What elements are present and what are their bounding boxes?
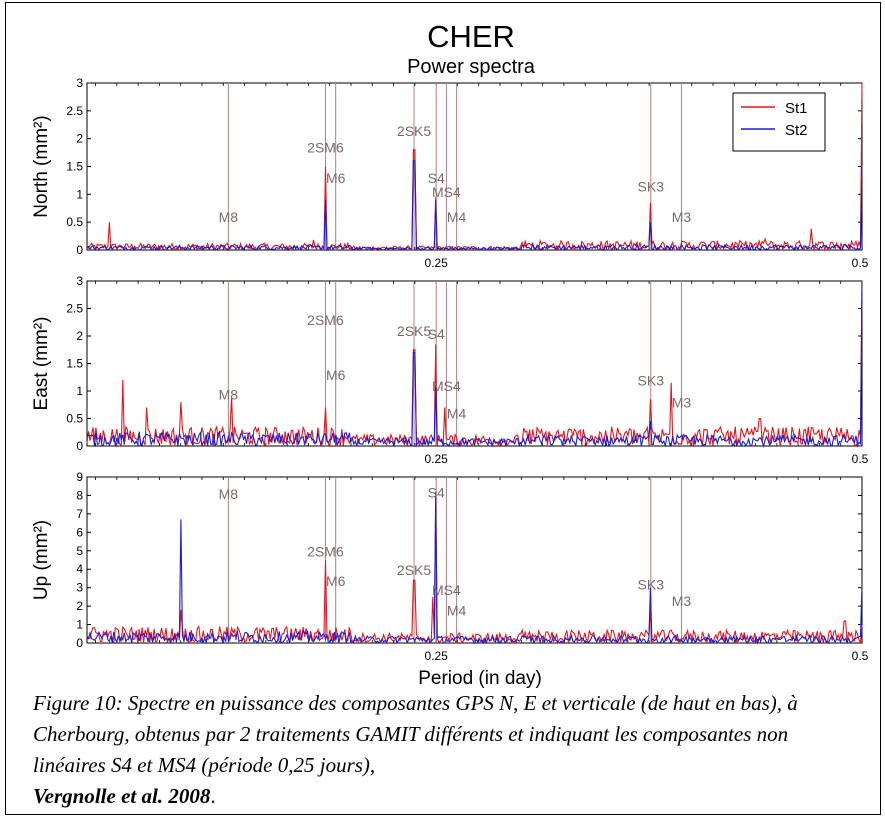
constituent-label-m4: M4 xyxy=(447,602,467,618)
y-tick-label: 1.5 xyxy=(66,160,83,174)
constituent-label-m3: M3 xyxy=(672,593,692,609)
y-tick-label: 0.5 xyxy=(66,412,83,426)
y-tick-label: 1.5 xyxy=(66,357,83,371)
y-tick-label: 0.5 xyxy=(66,215,83,229)
constituent-label-m6: M6 xyxy=(326,573,346,589)
panels-group: 0 0.5 1 1.5 2 2.5 3 0.25 0.5 North (mm²) M8 2SM6 M6 2… xyxy=(31,76,869,663)
series-line-st2 xyxy=(86,491,863,645)
y-tick-label: 0 xyxy=(76,636,83,650)
y-tick-label: 5 xyxy=(76,544,83,558)
constituent-label-m4: M4 xyxy=(447,406,467,422)
x-tick-label: 0.5 xyxy=(852,649,869,663)
constituent-label-2sk5: 2SK5 xyxy=(397,123,431,139)
y-tick-label: 3 xyxy=(76,274,83,288)
caption-body: Figure 10: Spectre en puissance des comp… xyxy=(33,691,798,777)
constituent-label-sk3: SK3 xyxy=(638,179,665,195)
y-tick-label: 3 xyxy=(76,76,83,90)
constituent-label-ms4: MS4 xyxy=(432,184,461,200)
legend-label-st2: St2 xyxy=(785,122,808,139)
series-line-st1 xyxy=(86,82,863,252)
constituent-label-ms4: MS4 xyxy=(432,582,461,598)
constituent-label-s4: S4 xyxy=(428,326,445,342)
y-tick-label: 0 xyxy=(76,439,83,453)
y-tick-label: 4 xyxy=(76,562,83,576)
constituent-label-m4: M4 xyxy=(447,209,467,225)
figure-frame xyxy=(5,2,881,815)
chart-title: CHER xyxy=(427,19,515,54)
constituent-label-s4: S4 xyxy=(428,484,445,500)
series-line-st2 xyxy=(86,280,863,448)
y-tick-label: 3 xyxy=(76,581,83,595)
constituent-label-s4: S4 xyxy=(428,170,445,186)
y-tick-label: 8 xyxy=(76,488,83,502)
x-tick-label: 0.25 xyxy=(424,452,448,466)
constituent-label-2sk5: 2SK5 xyxy=(397,323,431,339)
constituent-label-m8: M8 xyxy=(219,486,239,502)
figure-caption: Figure 10: Spectre en puissance des comp… xyxy=(33,688,863,812)
y-tick-label: 9 xyxy=(76,470,83,484)
constituent-label-m6: M6 xyxy=(326,367,346,383)
chart-subtitle: Power spectra xyxy=(407,56,536,78)
y-tick-label: 2 xyxy=(76,132,83,146)
constituent-label-2sm6: 2SM6 xyxy=(307,543,344,559)
panel-frame xyxy=(86,280,863,447)
x-axis-label: Period (in day) xyxy=(418,668,542,689)
y-tick-label: 2.5 xyxy=(66,302,83,316)
series-line-st2 xyxy=(86,160,863,252)
y-tick-label: 0 xyxy=(76,243,83,257)
y-axis-label: East (mm²) xyxy=(31,317,52,411)
y-axis-label: Up (mm²) xyxy=(31,520,52,600)
series-line-st1 xyxy=(86,499,863,645)
chart-svg: CHER Power spectra 0 0.5 1 1.5 2 2.5 3 0.25 0.5 N… xyxy=(31,19,869,689)
y-axis-label: North (mm²) xyxy=(31,115,52,217)
constituent-label-m8: M8 xyxy=(219,386,239,402)
constituent-label-sk3: SK3 xyxy=(638,373,665,389)
constituent-label-m6: M6 xyxy=(326,170,346,186)
y-tick-label: 2.5 xyxy=(66,104,83,118)
constituent-label-sk3: SK3 xyxy=(638,577,665,593)
legend-label-st1: St1 xyxy=(785,100,808,117)
x-tick-label: 0.5 xyxy=(852,452,869,466)
constituent-label-2sm6: 2SM6 xyxy=(307,312,344,328)
y-tick-label: 1 xyxy=(76,384,83,398)
legend-box xyxy=(732,92,826,152)
constituent-label-2sm6: 2SM6 xyxy=(307,140,344,156)
y-tick-label: 1 xyxy=(76,187,83,201)
y-tick-label: 6 xyxy=(76,525,83,539)
constituent-label-2sk5: 2SK5 xyxy=(397,562,431,578)
caption-citation: Vergnolle et al. 2008 xyxy=(33,784,211,808)
x-tick-label: 0.25 xyxy=(424,256,448,270)
constituent-label-ms4: MS4 xyxy=(432,378,461,394)
y-tick-label: 2 xyxy=(76,599,83,613)
caption-period: . xyxy=(210,784,216,808)
series-line-st1 xyxy=(86,280,863,448)
constituent-label-m3: M3 xyxy=(672,209,692,225)
y-tick-label: 7 xyxy=(76,507,83,521)
panel-frame xyxy=(86,476,863,644)
constituent-label-m3: M3 xyxy=(672,395,692,411)
constituent-label-m8: M8 xyxy=(219,209,239,225)
x-tick-label: 0.5 xyxy=(852,256,869,270)
x-tick-label: 0.25 xyxy=(424,649,448,663)
y-tick-label: 1 xyxy=(76,618,83,632)
y-tick-label: 2 xyxy=(76,329,83,343)
